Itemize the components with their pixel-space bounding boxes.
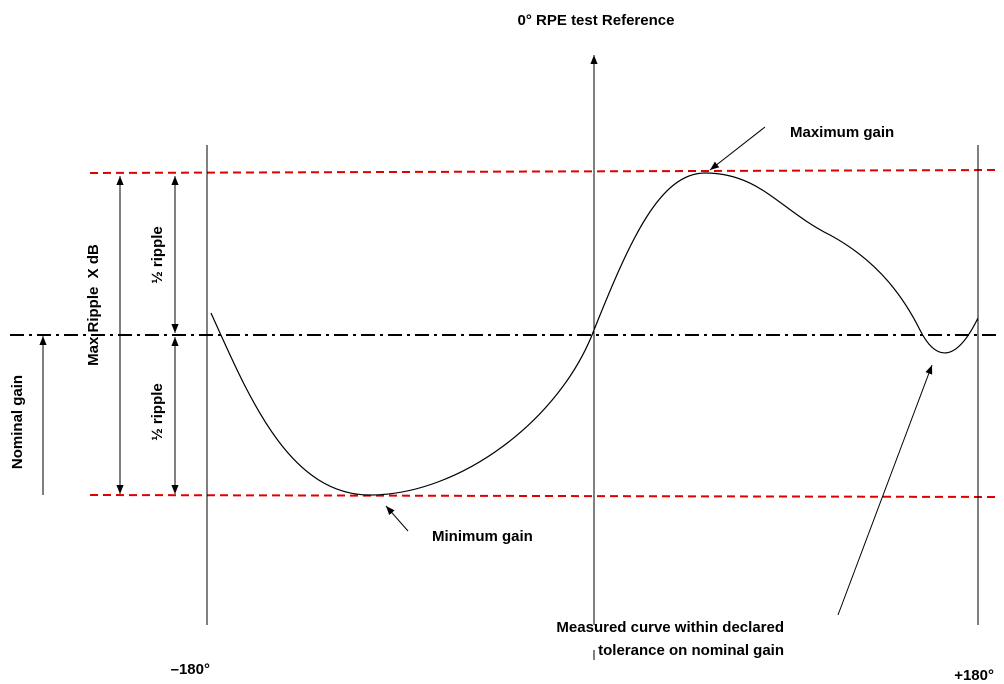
lower-tolerance bbox=[89, 494, 1001, 498]
right-angle-label: +180° bbox=[954, 667, 994, 684]
left-angle-label: –180° bbox=[171, 661, 210, 678]
upper-tolerance bbox=[89, 169, 1001, 174]
max-gain-label: Maximum gain bbox=[790, 124, 894, 141]
min-gain-arrow bbox=[385, 505, 409, 532]
half-ripple-label: ½ ripple bbox=[149, 383, 166, 441]
half-ripple-label: ½ ripple bbox=[149, 226, 166, 284]
min-gain-label: Minimum gain bbox=[432, 528, 533, 545]
measured-label: tolerance on nominal gain bbox=[598, 642, 784, 659]
measured-arrow bbox=[837, 364, 933, 616]
measured-label: Measured curve within declared bbox=[556, 619, 784, 636]
reference-label: 0° RPE test Reference bbox=[518, 12, 675, 29]
measured-curve bbox=[210, 172, 979, 496]
max-ripple-label: Max Ripple X dB bbox=[85, 244, 102, 366]
max-gain-arrow bbox=[709, 126, 766, 171]
nominal-gain-label: Nominal gain bbox=[9, 375, 26, 469]
